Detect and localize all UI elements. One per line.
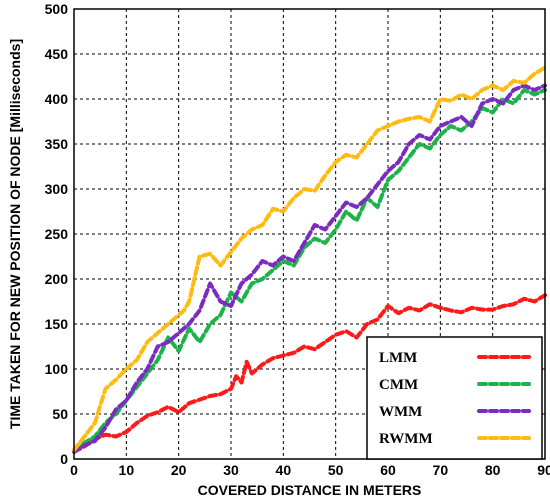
x-tick-label: 0 [70, 462, 78, 478]
y-tick-label: 100 [45, 361, 69, 377]
x-tick-label: 20 [171, 462, 187, 478]
y-tick-label: 0 [60, 451, 68, 467]
y-tick-label: 50 [52, 406, 68, 422]
y-tick-label: 300 [45, 181, 69, 197]
x-tick-label: 10 [119, 462, 135, 478]
plot-frame [73, 8, 546, 460]
x-tick-label: 80 [485, 462, 501, 478]
series-line-wmm [72, 83, 547, 454]
legend-label-cmm: CMM [379, 377, 418, 393]
legend-label-wmm: WMM [379, 404, 422, 420]
y-tick-label: 200 [45, 271, 69, 287]
x-tick-label: 50 [328, 462, 344, 478]
y-tick-label: 250 [45, 226, 69, 242]
series-line-cmm [72, 88, 547, 452]
x-axis-title: COVERED DISTANCE IN METERS [198, 482, 422, 498]
series-line-lmm [72, 293, 547, 454]
legend-label-lmm: LMM [379, 350, 417, 366]
series-line-rwmm [72, 65, 547, 452]
x-tick-labels: 0 10 20 30 40 50 60 70 80 90 [70, 462, 550, 478]
y-tick-labels: 0 50 100 150 200 250 300 350 400 450 500 [45, 1, 69, 467]
x-tick-label: 90 [537, 462, 550, 478]
y-tick-label: 450 [45, 46, 69, 62]
x-tick-label: 70 [433, 462, 449, 478]
y-axis-title: TIME TAKEN FOR NEW POSITION OF NODE [Mil… [7, 39, 23, 429]
x-tick-label: 30 [223, 462, 239, 478]
y-tick-label: 400 [45, 91, 69, 107]
series-layer [72, 65, 547, 454]
x-tick-label: 60 [380, 462, 396, 478]
y-tick-label: 500 [45, 1, 69, 17]
x-tick-label: 40 [276, 462, 292, 478]
legend: LMM CMM WMM RWMM [366, 336, 543, 460]
y-tick-label: 350 [45, 136, 69, 152]
y-tick-label: 150 [45, 316, 69, 332]
legend-label-rwmm: RWMM [379, 431, 433, 447]
